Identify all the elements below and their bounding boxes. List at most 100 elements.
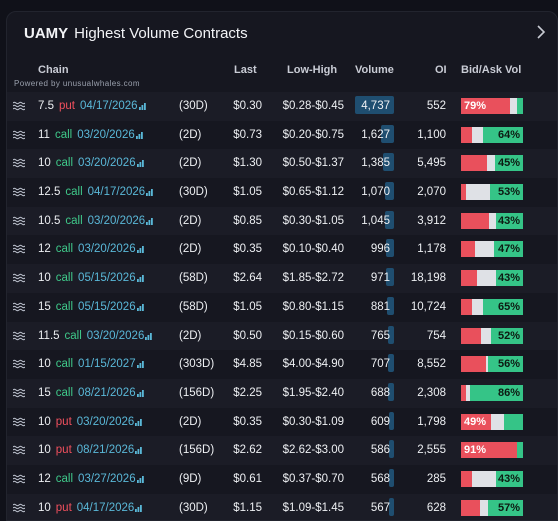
bar-chart-icon[interactable] [136,159,145,168]
bar-chart-icon[interactable] [146,188,154,197]
expiry-link[interactable]: 03/20/2026 [86,329,145,342]
expiry-link[interactable]: 04/17/2026 [87,186,146,199]
expiry-link[interactable]: 03/20/2026 [78,157,136,170]
volume-bar [355,96,394,114]
volume-cell: 568 [355,468,394,487]
bar-chart-icon[interactable] [135,446,143,455]
flow-icon[interactable] [13,130,25,140]
flow-icon[interactable] [13,216,25,226]
contract-type: call [55,157,74,170]
volume-bar [386,239,394,258]
bar-chart-icon[interactable] [136,389,145,397]
table-row[interactable]: 10 put 03/20/2026 (2D) $0.35 $0.30-$1.09 609 1,… [7,408,557,437]
flow-icon[interactable] [13,273,25,283]
open-interest: 10,724 [410,300,446,313]
bar-chart-icon[interactable] [136,360,145,369]
flow-icon[interactable] [13,101,25,111]
chevron-right-icon[interactable] [533,24,549,40]
table-row[interactable]: 11.5 call 03/20/2026 (2D) $0.50 $0.15-$0.60 76… [7,321,557,351]
bar-chart-icon[interactable] [145,332,153,340]
bar-chart-icon[interactable] [146,217,154,225]
ask-segment [496,470,523,487]
days-to-expiry: (156D) [179,444,215,457]
table-row[interactable]: 11 call 03/20/2026 (2D) $0.73 $0.20-$0.75 1,62… [7,121,557,150]
table-row[interactable]: 15 call 05/15/2026 (58D) $1.05 $0.80-$1.15 881… [7,293,557,322]
ask-segment [490,184,523,201]
expiry-link[interactable]: 08/21/2026 [76,444,135,457]
flow-icon[interactable] [13,187,25,197]
bar-chart-icon[interactable] [135,504,143,512]
table-row[interactable]: 10 put 04/17/2026 (30D) $1.15 $1.09-$1.45 567 6… [7,493,557,520]
flow-icon[interactable] [13,388,25,398]
bid-ask-percent-label: 57% [497,501,520,514]
low-high-range: $1.09-$1.45 [282,501,344,514]
ask-segment [504,413,523,430]
low-high-range: $0.30-$1.05 [282,214,344,227]
expiry-link[interactable]: 03/20/2026 [87,214,146,227]
bar-chart-icon[interactable] [138,102,147,110]
mid-segment [481,327,491,344]
strike-price: 7.5 [38,100,54,112]
expiry-link[interactable]: 05/15/2026 [78,272,136,285]
last-price: $0.50 [233,329,262,342]
bar-chart-icon[interactable] [135,418,143,426]
bar-chart-icon[interactable] [136,475,145,483]
table-row[interactable]: 10 call 03/20/2026 (2D) $1.30 $0.50-$1.37 1,38… [7,149,557,179]
table-row[interactable]: 15 call 08/21/2026 (156D) $2.25 $1.95-$2.40 68… [7,378,557,408]
flow-icon[interactable] [13,445,25,455]
bar-chart-icon[interactable] [136,303,145,311]
strike-price: 10 [38,501,51,514]
open-interest: 1,100 [417,128,446,141]
expiry-link[interactable]: 05/15/2026 [78,300,136,313]
expiry-link[interactable]: 03/20/2026 [77,128,135,141]
table-row[interactable]: 7.5 put 04/17/2026 (30D) $0.30 $0.28-$0.45 4,7… [7,92,557,121]
low-high-range: $0.65-$1.12 [282,186,344,199]
panel-title: UAMY Highest Volume Contracts [24,25,248,42]
bid-ask-volume-bar: 65% [461,298,523,315]
expiry-link[interactable]: 03/20/2026 [78,243,136,256]
panel-header: UAMY Highest Volume Contracts [7,12,557,58]
volume-value: 1,627 [361,128,390,141]
flow-icon[interactable] [13,474,25,484]
flow-icon[interactable] [13,359,25,369]
strike-price: 10 [38,415,51,428]
volume-value: 707 [370,358,390,371]
flow-icon[interactable] [13,417,25,427]
expiry-link[interactable]: 03/27/2026 [78,472,136,485]
ask-segment [488,499,523,516]
ask-segment [496,270,523,287]
mid-segment [472,126,483,143]
flow-icon[interactable] [13,503,25,513]
flow-icon[interactable] [13,158,25,168]
last-price: $1.05 [233,186,262,199]
last-price: $0.61 [233,472,262,485]
bar-chart-icon[interactable] [136,245,145,254]
expiry-link[interactable]: 08/21/2026 [78,386,136,399]
table-row[interactable]: 10 put 08/21/2026 (156D) $2.62 $2.62-$3.00 586… [7,436,557,465]
last-price: $0.85 [233,214,262,227]
days-to-expiry: (2D) [179,243,202,256]
table-row[interactable]: 10.5 call 03/20/2026 (2D) $0.85 $0.30-$1.05 1,… [7,206,557,236]
flow-icon[interactable] [13,331,25,341]
table-row[interactable]: 12 call 03/27/2026 (9D) $0.61 $0.37-$0.70 568 2… [7,465,557,494]
expiry-link[interactable]: 04/17/2026 [76,501,135,514]
volume-cell: 996 [355,239,394,258]
flow-icon[interactable] [13,302,25,312]
expiry-link[interactable]: 01/15/2027 [78,358,136,371]
bar-chart-icon[interactable] [136,274,145,283]
strike-price: 15 [38,300,51,313]
flow-icon[interactable] [13,244,25,254]
table-row[interactable]: 10 call 01/15/2027 (303D) $4.85 $4.00-$4.90 70… [7,350,557,379]
bid-segment [461,241,475,258]
strike-price: 10 [38,272,51,285]
mid-segment [475,241,494,258]
table-row[interactable]: 12.5 call 04/17/2026 (30D) $1.05 $0.65-$1.12 1… [7,178,557,207]
bar-chart-icon[interactable] [135,131,144,139]
expiry-link[interactable]: 03/20/2026 [76,415,135,428]
expiry-link[interactable]: 04/17/2026 [79,100,138,112]
table-row[interactable]: 12 call 03/20/2026 (2D) $0.35 $0.10-$0.40 996 1… [7,235,557,264]
table-row[interactable]: 10 call 05/15/2026 (58D) $2.64 $1.85-$2.72 971… [7,264,557,293]
open-interest: 8,552 [417,358,446,371]
last-price: $1.30 [233,157,262,170]
bid-segment [461,327,481,344]
